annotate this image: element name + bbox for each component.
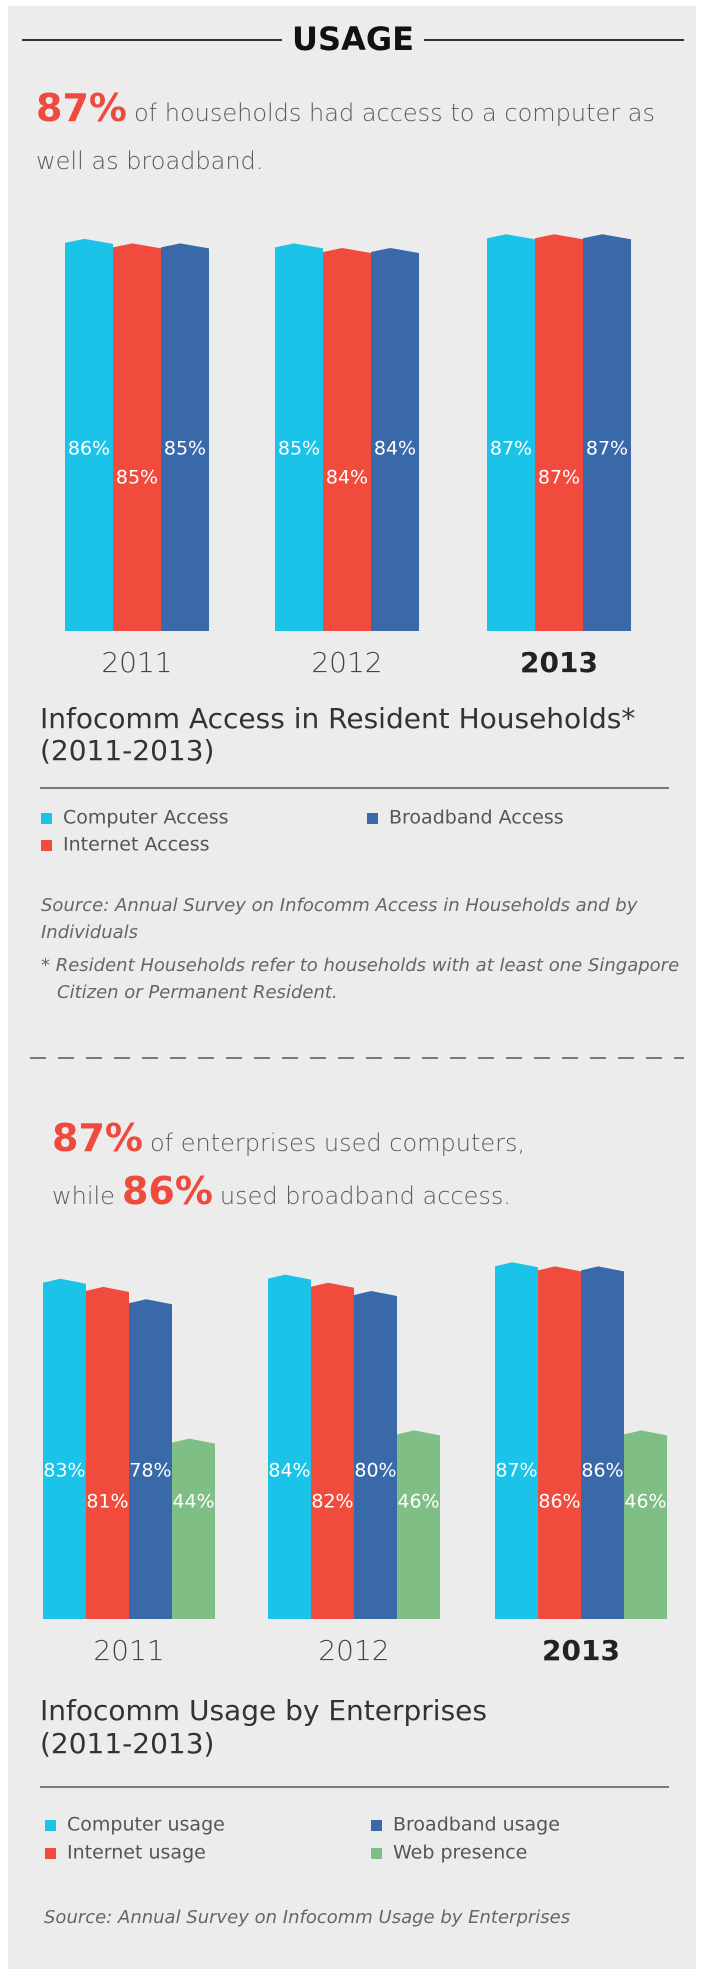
headline-highlight: 87% bbox=[52, 1116, 143, 1160]
bar bbox=[397, 1430, 440, 1619]
value-label: 87% bbox=[538, 467, 580, 489]
bar bbox=[129, 1299, 172, 1619]
value-label: 87% bbox=[490, 438, 532, 460]
value-label: 83% bbox=[43, 1460, 85, 1482]
category-label: 2012 bbox=[311, 646, 382, 679]
category-label: 2012 bbox=[318, 1634, 389, 1667]
legend-label: Computer usage bbox=[67, 1814, 225, 1836]
value-label: 82% bbox=[311, 1491, 353, 1513]
chart-title: Infocomm Usage by Enterprises bbox=[40, 1694, 487, 1727]
value-label: 80% bbox=[354, 1460, 396, 1482]
value-label: 44% bbox=[172, 1491, 214, 1513]
legend-swatch bbox=[371, 1848, 382, 1859]
value-label: 46% bbox=[624, 1491, 666, 1513]
legend-label: Web presence bbox=[393, 1842, 527, 1864]
value-label: 86% bbox=[538, 1491, 580, 1513]
category-label: 2011 bbox=[93, 1634, 164, 1667]
value-label: 85% bbox=[278, 438, 320, 460]
legend-label: Internet usage bbox=[67, 1842, 206, 1864]
bar bbox=[487, 234, 535, 631]
bar bbox=[538, 1266, 581, 1619]
bar bbox=[268, 1274, 311, 1619]
legend-swatch bbox=[367, 813, 378, 824]
bar bbox=[371, 247, 419, 631]
value-label: 87% bbox=[495, 1460, 537, 1482]
value-label: 87% bbox=[586, 438, 628, 460]
value-label: 84% bbox=[374, 438, 416, 460]
footnote: * Resident Households refer to household… bbox=[41, 955, 680, 1003]
legend-swatch bbox=[45, 1848, 56, 1859]
source: Source: Annual Survey on Infocomm Access… bbox=[41, 895, 638, 943]
bar bbox=[323, 247, 371, 631]
legend-label: Internet Access bbox=[63, 834, 210, 856]
chart-title: Infocomm Access in Resident Households* bbox=[40, 702, 635, 735]
value-label: 85% bbox=[116, 467, 158, 489]
category-label: 2013 bbox=[542, 1634, 620, 1667]
legend-swatch bbox=[41, 840, 52, 851]
bar bbox=[43, 1278, 86, 1619]
bar bbox=[581, 1266, 624, 1619]
legend-label: Computer Access bbox=[63, 807, 229, 829]
bar bbox=[161, 243, 209, 631]
bar bbox=[172, 1438, 215, 1619]
headline-text: of enterprises used computers, while bbox=[52, 1129, 526, 1210]
value-label: 81% bbox=[86, 1491, 128, 1513]
chart-title: (2011-2013) bbox=[40, 1727, 214, 1760]
source: Source: Annual Survey on Infocomm Usage … bbox=[44, 1907, 571, 1928]
bar bbox=[495, 1262, 538, 1619]
bar bbox=[535, 234, 583, 631]
headline: 87% of households had access to a compute… bbox=[36, 84, 656, 185]
headline-highlight: 86% bbox=[121, 1169, 213, 1213]
legend-swatch bbox=[45, 1820, 56, 1831]
legend-label: Broadband Access bbox=[389, 807, 564, 829]
legend-swatch bbox=[41, 813, 52, 824]
chart-title: (2011-2013) bbox=[40, 734, 214, 767]
bar bbox=[583, 234, 631, 631]
category-label: 2013 bbox=[520, 646, 598, 679]
bar bbox=[86, 1286, 129, 1619]
headline-text: of households had access to a computer a… bbox=[36, 99, 655, 175]
bar bbox=[275, 243, 323, 631]
value-label: 84% bbox=[268, 1460, 310, 1482]
value-label: 85% bbox=[164, 438, 206, 460]
bar bbox=[113, 243, 161, 631]
headline-text: used broadband access. bbox=[219, 1182, 511, 1210]
bar bbox=[624, 1430, 667, 1619]
value-label: 46% bbox=[397, 1491, 439, 1513]
legend-swatch bbox=[371, 1820, 382, 1831]
bar bbox=[65, 238, 113, 631]
bar bbox=[311, 1282, 354, 1619]
category-label: 2011 bbox=[101, 646, 172, 679]
value-label: 86% bbox=[581, 1460, 623, 1482]
bar bbox=[354, 1291, 397, 1619]
headline: 87% of enterprises used computers, while 8… bbox=[52, 1114, 672, 1220]
page-title: USAGE bbox=[292, 20, 414, 58]
legend-label: Broadband usage bbox=[393, 1814, 560, 1836]
value-label: 84% bbox=[326, 467, 368, 489]
value-label: 78% bbox=[129, 1460, 171, 1482]
value-label: 86% bbox=[68, 438, 110, 460]
headline-highlight: 87% bbox=[36, 86, 127, 130]
